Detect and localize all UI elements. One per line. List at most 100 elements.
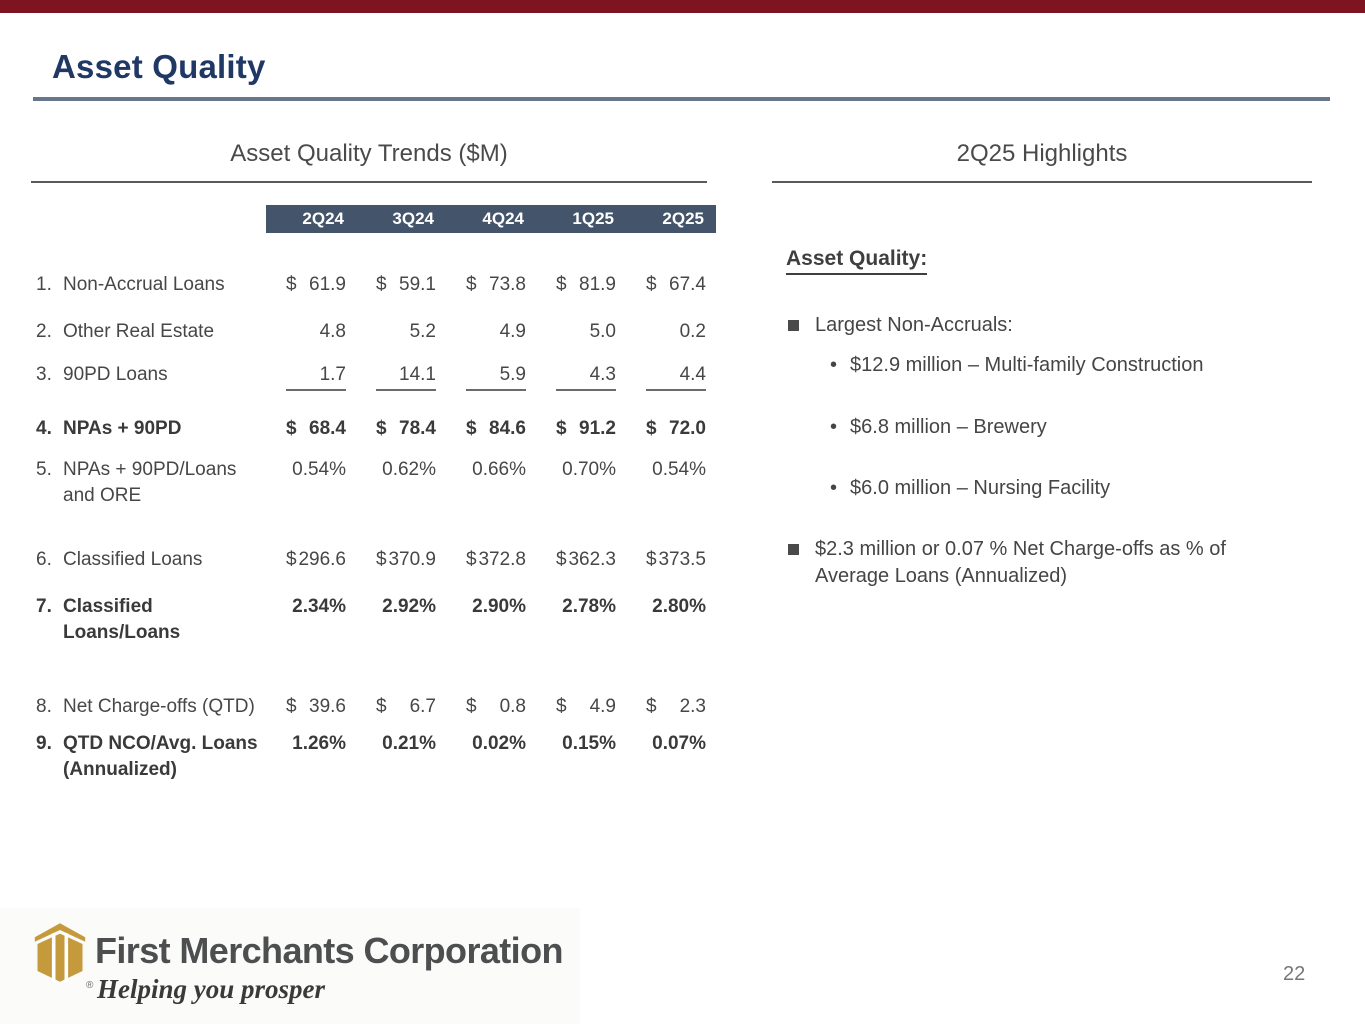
table-row: 1. Non-Accrual Loans $61.9 $59.1 $73.8 $81.9 $… [36,272,721,298]
row-number: 9. [36,733,52,754]
top-accent-bar [0,0,1365,13]
bullet-net-charge-offs: $2.3 million or 0.07 % Net Charge-offs a… [772,536,1312,590]
cell-value: 14.1 [376,362,436,391]
value-cell: 4.8 [266,319,356,345]
row-label: QTD NCO/Avg. Loans [63,733,258,754]
row-label: Classified Loans/Loans [63,596,181,643]
column-header: 2Q25 [662,209,704,228]
value-cell: 2.34% [266,594,356,620]
value-cell: 5.2 [356,319,446,345]
value-cell: $4.9 [536,694,626,720]
column-header: 3Q24 [392,209,434,228]
table-row: 7. Classified Loans/Loans 2.34% 2.92% 2.90% 2… [36,594,721,646]
dot-bullet-icon: • [830,354,838,376]
value-cell: 1.26% [266,731,356,757]
cell-value: 5.9 [466,362,526,391]
row-label-cell: 6. Classified Loans [36,547,266,573]
cell-value: 373.5 [658,549,706,570]
cell-value: 5.0 [589,321,616,342]
cell-value: 68.4 [309,418,346,439]
value-cell: 0.15% [536,731,626,757]
registered-trademark: ® [86,980,94,991]
table-row: 8. Net Charge-offs (QTD) $39.6 $6.7 $0.8 $4.9… [36,694,721,720]
page-number: 22 [1283,963,1306,985]
cell-value: 4.4 [646,362,706,391]
dollar-sign: $ [646,549,657,570]
cell-value: 0.8 [499,696,526,717]
cell-value: 370.9 [388,549,436,570]
page-title: Asset Quality [52,48,266,85]
sub-bullet-list: • $12.9 million – Multi-family Constructi… [772,352,1312,502]
dollar-sign: $ [646,418,657,439]
value-cell: 2.78% [536,594,626,620]
value-cell: 0.07% [626,731,716,757]
sub-bullet: • $6.0 million – Nursing Facility [830,475,1312,502]
row-number: 2. [36,321,52,342]
cell-value: 2.92% [382,596,436,617]
cell-value: 61.9 [309,274,346,295]
bullet-text: Largest Non-Accruals: [815,314,1013,336]
company-name: First Merchants Corporation [95,930,563,971]
cell-value: 2.34% [292,596,346,617]
value-cell: 4.9 [446,319,536,345]
dollar-sign: $ [556,274,567,295]
table-row: 4. NPAs + 90PD $68.4 $78.4 $84.6 $91.2 $72.0 [36,416,721,442]
cell-value: 0.54% [292,459,346,480]
row-label-cell: 3. 90PD Loans [36,362,266,388]
value-cell: $68.4 [266,416,356,442]
value-cell: $370.9 [356,547,446,573]
value-cell: $372.8 [446,547,536,573]
sub-bullet-text: $6.8 million – Brewery [850,416,1047,438]
value-cell: $73.8 [446,272,536,298]
value-cell: 5.9 [446,362,536,391]
cell-value: 2.90% [472,596,526,617]
cell-value: 1.7 [286,362,346,391]
cell-value: 0.66% [472,459,526,480]
row-label-cell: 2. Other Real Estate [36,319,266,345]
cell-value: 6.7 [409,696,436,717]
dollar-sign: $ [376,418,387,439]
footer-logo-area: ® First Merchants Corporation Helping yo… [0,908,580,1024]
cell-value: 0.21% [382,733,436,754]
dollar-sign: $ [376,274,387,295]
bullet-largest-non-accruals: Largest Non-Accruals: [772,312,1312,339]
value-cell: 0.21% [356,731,446,757]
value-cell: $61.9 [266,272,356,298]
row-label: 90PD Loans [63,364,168,385]
value-cell: 0.02% [446,731,536,757]
value-cell: 4.3 [536,362,626,391]
column-header: 4Q24 [482,209,524,228]
value-cell: 14.1 [356,362,446,391]
dollar-sign: $ [286,418,297,439]
cell-value: 0.07% [652,733,706,754]
cell-value: 67.4 [669,274,706,295]
row-label-line2: (Annualized) [63,759,177,780]
highlights-heading: Asset Quality: [786,247,928,275]
table-row: 6. Classified Loans $296.6 $370.9 $372.8 $362… [36,547,721,573]
title-underline [33,97,1330,101]
dollar-sign: $ [286,696,297,717]
company-tagline: Helping you prosper [97,974,326,1004]
value-cell: 0.62% [356,457,446,483]
dollar-sign: $ [646,274,657,295]
dollar-sign: $ [466,274,477,295]
value-cell: 1.7 [266,362,356,391]
value-cell: $59.1 [356,272,446,298]
value-cell: 2.80% [626,594,716,620]
row-number: 5. [36,459,52,480]
cell-value: 5.2 [409,321,436,342]
row-label-cell: 9. QTD NCO/Avg. Loans (Annualized) [36,731,266,783]
cell-value: 4.9 [499,321,526,342]
sub-bullet-text: $12.9 million – Multi-family Constructio… [850,354,1204,376]
row-number: 1. [36,274,52,295]
square-bullet-icon [788,544,799,555]
value-cell: $373.5 [626,547,716,573]
table-row: 9. QTD NCO/Avg. Loans (Annualized) 1.26% 0.2… [36,731,721,783]
cell-value: 0.2 [679,321,706,342]
row-label: NPAs + 90PD/Loans [63,459,237,480]
table-row: 5. NPAs + 90PD/Loans and ORE 0.54% 0.62% 0.66… [36,457,721,509]
cell-value: 2.78% [562,596,616,617]
row-label-line2: and ORE [63,485,142,506]
cell-value: 0.70% [562,459,616,480]
